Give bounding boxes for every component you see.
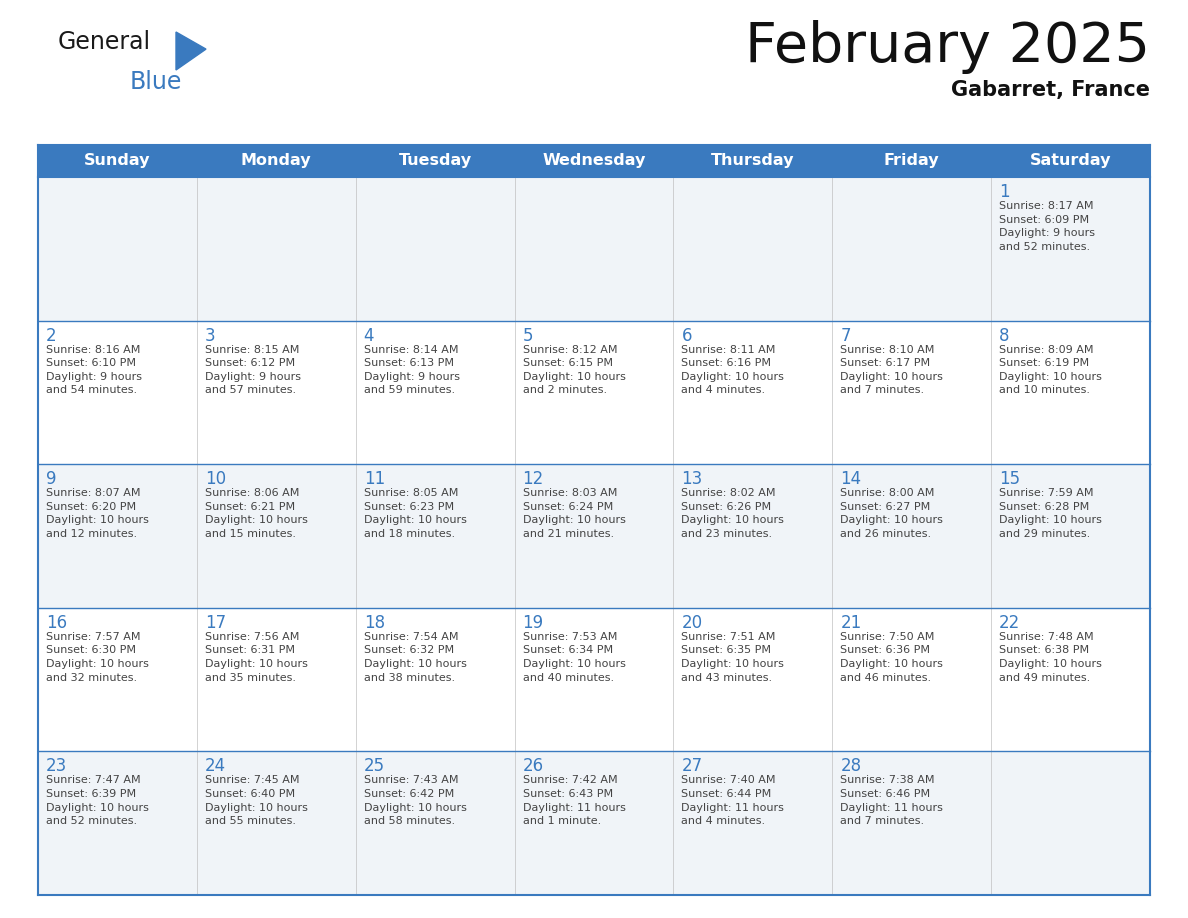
Text: Sunrise: 7:48 AM
Sunset: 6:38 PM
Daylight: 10 hours
and 49 minutes.: Sunrise: 7:48 AM Sunset: 6:38 PM Dayligh… [999,632,1102,683]
Text: Saturday: Saturday [1030,153,1111,169]
Text: 13: 13 [682,470,702,488]
Text: Sunrise: 8:06 AM
Sunset: 6:21 PM
Daylight: 10 hours
and 15 minutes.: Sunrise: 8:06 AM Sunset: 6:21 PM Dayligh… [204,488,308,539]
Text: Sunrise: 7:38 AM
Sunset: 6:46 PM
Daylight: 11 hours
and 7 minutes.: Sunrise: 7:38 AM Sunset: 6:46 PM Dayligh… [840,776,943,826]
Text: Sunrise: 8:00 AM
Sunset: 6:27 PM
Daylight: 10 hours
and 26 minutes.: Sunrise: 8:00 AM Sunset: 6:27 PM Dayligh… [840,488,943,539]
Text: Sunrise: 7:59 AM
Sunset: 6:28 PM
Daylight: 10 hours
and 29 minutes.: Sunrise: 7:59 AM Sunset: 6:28 PM Dayligh… [999,488,1102,539]
Text: 6: 6 [682,327,691,344]
Text: General: General [58,30,151,54]
Text: 17: 17 [204,614,226,632]
Text: 23: 23 [46,757,68,776]
Text: Thursday: Thursday [712,153,795,169]
Text: Sunrise: 8:07 AM
Sunset: 6:20 PM
Daylight: 10 hours
and 12 minutes.: Sunrise: 8:07 AM Sunset: 6:20 PM Dayligh… [46,488,148,539]
Text: Sunrise: 7:42 AM
Sunset: 6:43 PM
Daylight: 11 hours
and 1 minute.: Sunrise: 7:42 AM Sunset: 6:43 PM Dayligh… [523,776,625,826]
Bar [38,177,1150,320]
Text: 24: 24 [204,757,226,776]
Text: Sunrise: 7:47 AM
Sunset: 6:39 PM
Daylight: 10 hours
and 52 minutes.: Sunrise: 7:47 AM Sunset: 6:39 PM Dayligh… [46,776,148,826]
Text: Sunrise: 7:40 AM
Sunset: 6:44 PM
Daylight: 11 hours
and 4 minutes.: Sunrise: 7:40 AM Sunset: 6:44 PM Dayligh… [682,776,784,826]
Bar [38,320,1150,465]
Text: February 2025: February 2025 [745,20,1150,74]
Text: Sunrise: 8:14 AM
Sunset: 6:13 PM
Daylight: 9 hours
and 59 minutes.: Sunrise: 8:14 AM Sunset: 6:13 PM Dayligh… [364,344,460,396]
Text: Sunrise: 8:03 AM
Sunset: 6:24 PM
Daylight: 10 hours
and 21 minutes.: Sunrise: 8:03 AM Sunset: 6:24 PM Dayligh… [523,488,625,539]
Text: 3: 3 [204,327,215,344]
Text: 26: 26 [523,757,544,776]
Text: 1: 1 [999,183,1010,201]
Text: 2: 2 [46,327,57,344]
Text: 7: 7 [840,327,851,344]
Text: Sunrise: 8:15 AM
Sunset: 6:12 PM
Daylight: 9 hours
and 57 minutes.: Sunrise: 8:15 AM Sunset: 6:12 PM Dayligh… [204,344,301,396]
Text: 11: 11 [364,470,385,488]
Text: Sunrise: 8:16 AM
Sunset: 6:10 PM
Daylight: 9 hours
and 54 minutes.: Sunrise: 8:16 AM Sunset: 6:10 PM Dayligh… [46,344,143,396]
Text: Gabarret, France: Gabarret, France [952,80,1150,100]
Text: 25: 25 [364,757,385,776]
Text: 10: 10 [204,470,226,488]
Text: Sunrise: 8:09 AM
Sunset: 6:19 PM
Daylight: 10 hours
and 10 minutes.: Sunrise: 8:09 AM Sunset: 6:19 PM Dayligh… [999,344,1102,396]
Text: Monday: Monday [241,153,311,169]
Bar [38,145,1150,177]
Text: 12: 12 [523,470,544,488]
Text: Sunrise: 8:02 AM
Sunset: 6:26 PM
Daylight: 10 hours
and 23 minutes.: Sunrise: 8:02 AM Sunset: 6:26 PM Dayligh… [682,488,784,539]
Text: Sunrise: 8:12 AM
Sunset: 6:15 PM
Daylight: 10 hours
and 2 minutes.: Sunrise: 8:12 AM Sunset: 6:15 PM Dayligh… [523,344,625,396]
Text: 28: 28 [840,757,861,776]
Text: Friday: Friday [884,153,940,169]
Text: 5: 5 [523,327,533,344]
Text: 18: 18 [364,614,385,632]
Polygon shape [176,32,206,70]
Text: Sunrise: 8:11 AM
Sunset: 6:16 PM
Daylight: 10 hours
and 4 minutes.: Sunrise: 8:11 AM Sunset: 6:16 PM Dayligh… [682,344,784,396]
Bar [38,608,1150,752]
Text: 27: 27 [682,757,702,776]
Text: 16: 16 [46,614,68,632]
Text: Sunrise: 7:43 AM
Sunset: 6:42 PM
Daylight: 10 hours
and 58 minutes.: Sunrise: 7:43 AM Sunset: 6:42 PM Dayligh… [364,776,467,826]
Text: Wednesday: Wednesday [542,153,646,169]
Text: 9: 9 [46,470,57,488]
Text: Sunrise: 7:57 AM
Sunset: 6:30 PM
Daylight: 10 hours
and 32 minutes.: Sunrise: 7:57 AM Sunset: 6:30 PM Dayligh… [46,632,148,683]
Text: Sunrise: 7:45 AM
Sunset: 6:40 PM
Daylight: 10 hours
and 55 minutes.: Sunrise: 7:45 AM Sunset: 6:40 PM Dayligh… [204,776,308,826]
Text: Sunrise: 7:50 AM
Sunset: 6:36 PM
Daylight: 10 hours
and 46 minutes.: Sunrise: 7:50 AM Sunset: 6:36 PM Dayligh… [840,632,943,683]
Text: 22: 22 [999,614,1020,632]
Text: Tuesday: Tuesday [399,153,472,169]
Text: Sunrise: 7:53 AM
Sunset: 6:34 PM
Daylight: 10 hours
and 40 minutes.: Sunrise: 7:53 AM Sunset: 6:34 PM Dayligh… [523,632,625,683]
Text: Sunrise: 8:10 AM
Sunset: 6:17 PM
Daylight: 10 hours
and 7 minutes.: Sunrise: 8:10 AM Sunset: 6:17 PM Dayligh… [840,344,943,396]
Text: Sunrise: 7:56 AM
Sunset: 6:31 PM
Daylight: 10 hours
and 35 minutes.: Sunrise: 7:56 AM Sunset: 6:31 PM Dayligh… [204,632,308,683]
Text: 4: 4 [364,327,374,344]
Text: 21: 21 [840,614,861,632]
Text: 15: 15 [999,470,1020,488]
Bar [38,465,1150,608]
Text: Blue: Blue [129,70,183,94]
Text: 19: 19 [523,614,544,632]
Text: 14: 14 [840,470,861,488]
Text: 20: 20 [682,614,702,632]
Text: Sunrise: 7:51 AM
Sunset: 6:35 PM
Daylight: 10 hours
and 43 minutes.: Sunrise: 7:51 AM Sunset: 6:35 PM Dayligh… [682,632,784,683]
Text: Sunrise: 8:05 AM
Sunset: 6:23 PM
Daylight: 10 hours
and 18 minutes.: Sunrise: 8:05 AM Sunset: 6:23 PM Dayligh… [364,488,467,539]
Bar [38,752,1150,895]
Text: 8: 8 [999,327,1010,344]
Text: Sunrise: 8:17 AM
Sunset: 6:09 PM
Daylight: 9 hours
and 52 minutes.: Sunrise: 8:17 AM Sunset: 6:09 PM Dayligh… [999,201,1095,252]
Text: Sunday: Sunday [84,153,151,169]
Text: Sunrise: 7:54 AM
Sunset: 6:32 PM
Daylight: 10 hours
and 38 minutes.: Sunrise: 7:54 AM Sunset: 6:32 PM Dayligh… [364,632,467,683]
